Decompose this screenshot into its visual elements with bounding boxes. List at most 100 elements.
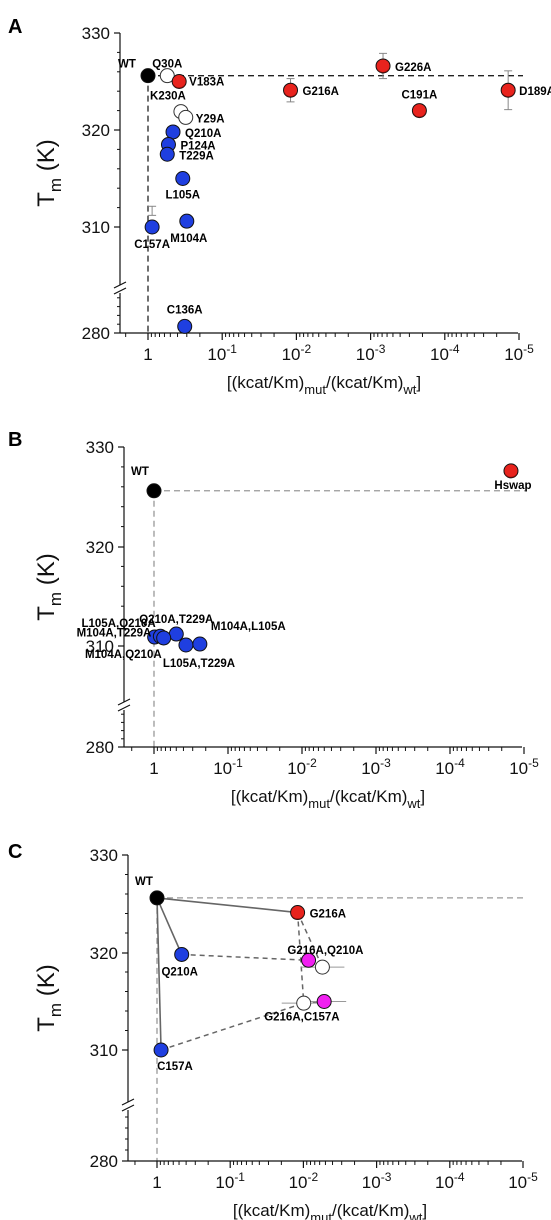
y-tick-label: 280 [86, 738, 114, 757]
x-tick-label: 10-4 [435, 756, 465, 778]
y-axis-break-mark [117, 704, 131, 712]
x-tick-label: 10-3 [361, 756, 391, 778]
data-point-unlabeled [296, 995, 312, 1011]
y-tick-label: 320 [82, 121, 110, 140]
data-point-label: WT [118, 59, 136, 71]
x-tick-label: 10-5 [508, 1170, 538, 1192]
point-shading [291, 915, 304, 920]
data-point-label: P124A [180, 141, 215, 153]
data-point-label: D189A [519, 86, 551, 98]
point-shading [501, 92, 515, 97]
data-point-m104a-q210a [156, 630, 172, 646]
x-tick-label: 10-4 [430, 342, 460, 364]
data-point-q210a [165, 124, 181, 140]
data-point-label: M104A,L105A [211, 621, 286, 633]
data-point-g216a [283, 82, 299, 98]
data-point-label: G216A,C157A [264, 1012, 339, 1024]
panel-letter: B [8, 429, 22, 451]
data-point-g216a-q210a [314, 959, 330, 975]
data-point-wt [140, 68, 156, 84]
y-axis-label: Tm (K) [33, 553, 65, 621]
point-shading [504, 473, 518, 478]
data-point-label: K230A [150, 91, 186, 103]
y-tick-label: 330 [86, 438, 114, 457]
y-tick-label: 280 [82, 324, 110, 343]
data-point-label: C157A [157, 1061, 193, 1073]
y-tick-label: 310 [86, 637, 114, 656]
data-point-q30a [159, 68, 175, 84]
dashed-connector [160, 1002, 304, 1051]
data-point-d189a [500, 82, 516, 98]
data-point-label: M104A [170, 233, 207, 245]
data-point-label: Hswap [494, 480, 531, 492]
x-tick-label: 10-2 [289, 1170, 319, 1192]
data-point-label: WT [135, 876, 153, 888]
data-point-label: L105A [165, 190, 200, 202]
data-point-label: Y29A [196, 113, 225, 125]
panel-letter: C [8, 841, 22, 863]
x-tick-label: 10-1 [213, 756, 243, 778]
data-point-l105a-t229a [178, 637, 194, 653]
data-point-label: Q210A,T229A [139, 614, 213, 626]
y-axis-break-mark [113, 281, 127, 289]
data-point-label: C136A [167, 304, 203, 316]
chart-panel-B: B 330 320 310 280 1 10-1 10-2 10-3 10-4 10-5 [(kcat… [8, 429, 539, 811]
x-tick-label: 10-1 [207, 342, 237, 364]
data-point-label: G216A [303, 86, 339, 98]
data-point-g216a [290, 905, 306, 921]
solid-connector [156, 897, 162, 1051]
data-point-m104a-l105a [192, 636, 208, 652]
y-tick-label: 310 [90, 1041, 118, 1060]
y-tick-label: 320 [90, 944, 118, 963]
data-point-label: G216A,Q210A [287, 945, 363, 957]
data-point-c136a [177, 318, 193, 334]
data-point-label: T229A [179, 150, 214, 162]
data-point-g226a [375, 58, 391, 74]
data-point-label: C191A [401, 90, 437, 102]
data-point-y29a [178, 109, 194, 125]
x-tick-label: 1 [152, 1173, 161, 1192]
x-tick-label: 1 [149, 759, 158, 778]
data-point-label: G216A [310, 909, 346, 921]
data-point-unlabeled [301, 952, 317, 968]
y-tick-label: 330 [82, 24, 110, 43]
data-point-label: L105A,Q210A [81, 618, 155, 630]
panel-letter: A [8, 16, 22, 38]
data-point-label: L105A,T229A [163, 658, 235, 670]
data-point-c157a [153, 1042, 169, 1058]
x-tick-label: 10-5 [509, 756, 539, 778]
data-point-label: WT [131, 466, 149, 478]
data-point-l105a [175, 171, 191, 186]
data-point-c157a [144, 219, 160, 235]
y-axis-break-mark [121, 1098, 135, 1106]
data-point-label: Q210A [185, 128, 221, 140]
data-point-q210a [174, 946, 190, 962]
point-shading [376, 68, 390, 73]
data-point-label: Q210A [161, 966, 197, 978]
data-point-label: V183A [189, 77, 224, 89]
point-shading [284, 92, 297, 97]
x-tick-label: 10-3 [356, 342, 386, 364]
chart-panel-C: C 330 320 310 280 1 10-1 10-2 10-3 10-4 10-5 [(kcat… [8, 841, 538, 1220]
data-point-label: Q30A [152, 59, 182, 71]
data-point-m104a [179, 213, 195, 229]
chart-panel-A: A 330 320 310 280 1 10-1 10-2 10-3 10-4 10-5 [(kcat… [8, 16, 551, 397]
y-axis-label: Tm (K) [33, 139, 65, 207]
point-shading [413, 113, 426, 118]
x-axis-label: [(kcat/Km)mut/(kcat/Km)wt] [231, 787, 425, 811]
y-tick-label: 320 [86, 538, 114, 557]
x-tick-label: 10-5 [504, 342, 534, 364]
solid-connector [156, 897, 183, 955]
x-axis-label: [(kcat/Km)mut/(kcat/Km)wt] [227, 373, 421, 397]
x-axis-label: [(kcat/Km)mut/(kcat/Km)wt] [233, 1201, 427, 1220]
dashed-connector [181, 953, 309, 962]
solid-connector [156, 897, 298, 914]
dashed-connector [296, 912, 324, 968]
y-axis-break-mark [117, 698, 131, 706]
data-point-label: M104A,T229A [77, 627, 152, 639]
data-point-wt [149, 890, 165, 906]
data-point-hswap [503, 463, 519, 479]
data-point-q210a-t229a [168, 626, 184, 642]
data-point-v183a [171, 74, 187, 89]
